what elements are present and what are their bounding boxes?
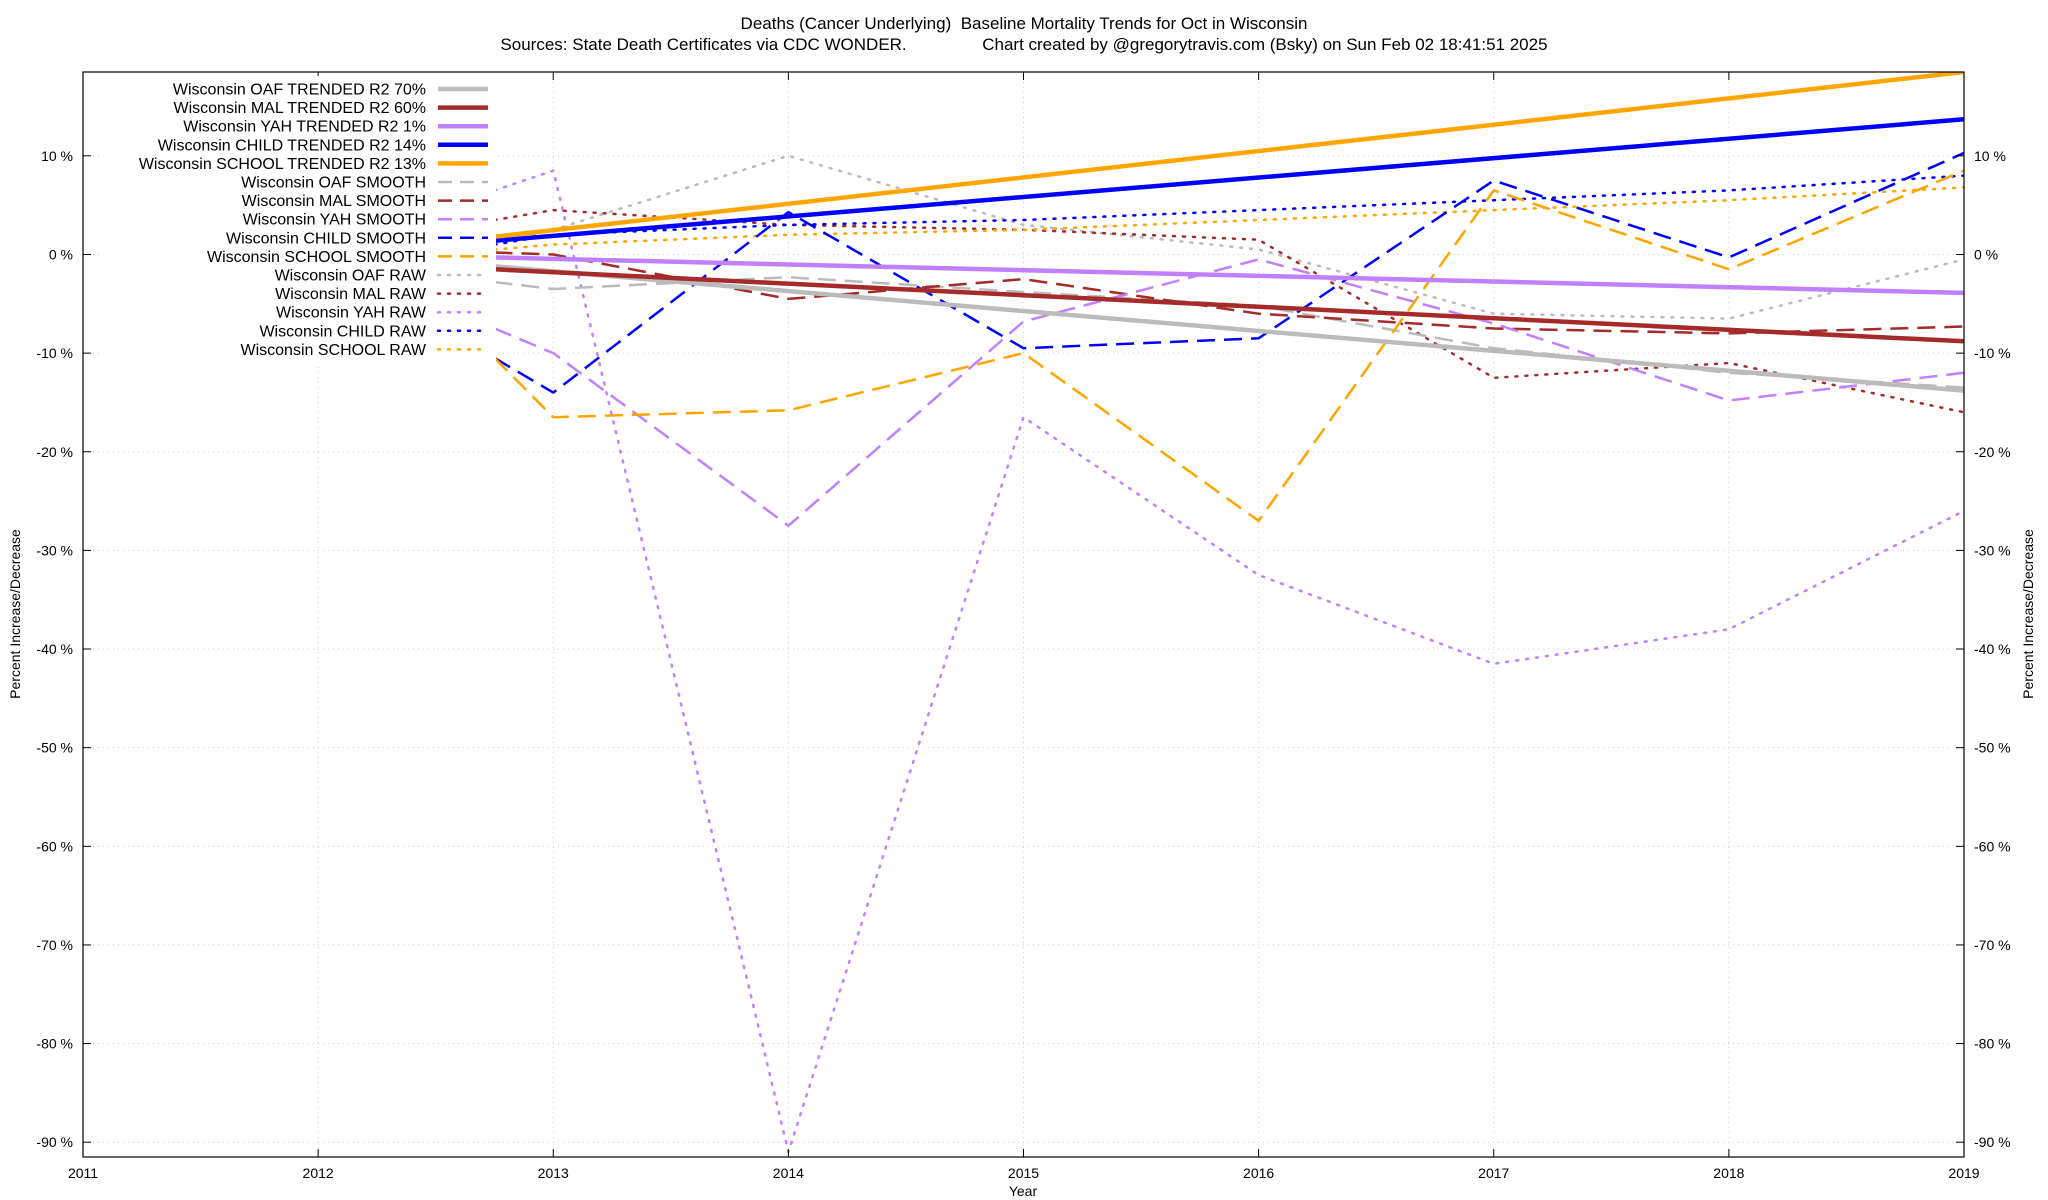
y2-tick-label: -70 %: [1974, 937, 2011, 953]
legend-label: Wisconsin CHILD RAW: [259, 323, 426, 340]
y2-tick-label: -10 %: [1974, 345, 2011, 361]
x-tick-label: 2014: [773, 1165, 804, 1181]
legend-label: Wisconsin SCHOOL SMOOTH: [207, 249, 426, 266]
chart-subtitle: Sources: State Death Certificates via CD…: [500, 35, 1548, 54]
y-tick-label: -30 %: [36, 542, 73, 558]
legend-label: Wisconsin SCHOOL TRENDED R2 13%: [139, 156, 426, 173]
y-tick-label: -70 %: [36, 937, 73, 953]
y-tick-label: -40 %: [36, 641, 73, 657]
y-tick-label: 0 %: [49, 246, 73, 262]
axis-ticks: 2011 2012 2013 2014 2015 2016 2017 2018 2019 10 %…: [36, 72, 2011, 1181]
series-line-yah-trended: [494, 255, 1964, 296]
legend-label: Wisconsin OAF TRENDED R2 70%: [173, 82, 426, 99]
legend-label: Wisconsin OAF RAW: [275, 268, 427, 285]
legend-label: Wisconsin SCHOOL RAW: [240, 342, 426, 359]
y-tick-label: -60 %: [36, 838, 73, 854]
legend-background: [100, 76, 496, 366]
series-line-child-smooth: [493, 151, 1964, 394]
y2-tick-label: -90 %: [1974, 1134, 2011, 1150]
y-tick-label: -80 %: [36, 1036, 73, 1052]
x-tick-label: 2012: [303, 1165, 334, 1181]
y-tick-label: -10 %: [36, 345, 73, 361]
legend-label: Wisconsin YAH RAW: [276, 305, 427, 322]
y-axis-label: Percent Increase/Decrease: [7, 529, 23, 699]
legend: Wisconsin OAF TRENDED R2 70%Wisconsin MA…: [100, 76, 496, 366]
legend-label: Wisconsin YAH SMOOTH: [243, 212, 426, 229]
x-tick-label: 2016: [1243, 1165, 1274, 1181]
legend-label: Wisconsin CHILD TRENDED R2 14%: [158, 137, 426, 154]
legend-label: Wisconsin MAL SMOOTH: [242, 193, 426, 210]
legend-label: Wisconsin OAF SMOOTH: [241, 175, 426, 192]
y-tick-label: -20 %: [36, 444, 73, 460]
chart-title: Deaths (Cancer Underlying) Baseline Mort…: [740, 14, 1308, 33]
y-tick-label: -90 %: [36, 1134, 73, 1150]
y-tick-label: 10 %: [41, 148, 73, 164]
y2-tick-label: 0 %: [1974, 246, 1998, 262]
legend-label: Wisconsin CHILD SMOOTH: [226, 230, 426, 247]
y-tick-label: -50 %: [36, 740, 73, 756]
y2-tick-label: -80 %: [1974, 1036, 2011, 1052]
series-line-oaf-trended: [494, 264, 1964, 393]
series-line-oaf-raw: [493, 154, 1964, 320]
y2-tick-label: -60 %: [1974, 838, 2011, 854]
series-line-school-trended: [494, 72, 1964, 239]
y2-tick-label: -50 %: [1974, 740, 2011, 756]
x-tick-label: 2015: [1008, 1165, 1039, 1181]
series-line-yah-smooth: [494, 258, 1964, 527]
series-line-yah-raw: [493, 169, 1964, 1154]
x-tick-label: 2011: [68, 1165, 98, 1181]
series-line-mal-raw: [493, 208, 1964, 414]
series-line-school-raw: [493, 186, 1964, 251]
series-line-child-trended: [494, 117, 1964, 243]
y2-tick-label: -30 %: [1974, 542, 2011, 558]
y2-tick-label: 10 %: [1974, 148, 2006, 164]
y2-tick-label: -20 %: [1974, 444, 2011, 460]
series-layer: [493, 72, 1964, 1154]
x-axis-label: Year: [1009, 1183, 1038, 1199]
x-tick-label: 2017: [1478, 1165, 1509, 1181]
x-tick-label: 2019: [1948, 1165, 1979, 1181]
x-tick-label: 2018: [1713, 1165, 1744, 1181]
legend-label: Wisconsin MAL RAW: [275, 286, 427, 303]
x-tick-label: 2013: [538, 1165, 569, 1181]
legend-label: Wisconsin MAL TRENDED R2 60%: [173, 100, 426, 117]
series-line-school-smooth: [493, 169, 1964, 523]
legend-label: Wisconsin YAH TRENDED R2 1%: [183, 119, 426, 136]
y2-axis-label: Percent Increase/Decrease: [2020, 529, 2036, 699]
series-line-mal-trended: [494, 267, 1964, 344]
y2-tick-label: -40 %: [1974, 641, 2011, 657]
